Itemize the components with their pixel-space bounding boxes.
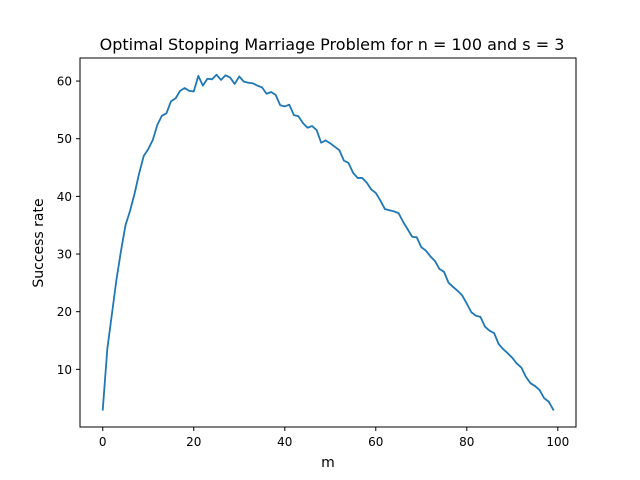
x-tick-label: 20: [186, 435, 201, 449]
y-axis-label: Success rate: [31, 198, 47, 287]
y-tick-label: 40: [57, 190, 72, 204]
y-tick-label: 30: [57, 248, 72, 262]
x-axis-label: m: [321, 455, 335, 471]
x-axis: 0 20 40 60 80 100: [99, 427, 569, 449]
y-axis: 10 20 30 40 50 60: [57, 75, 80, 377]
x-tick-label: 0: [99, 435, 107, 449]
y-tick-label: 20: [57, 305, 72, 319]
series-line-0: [101, 73, 555, 411]
x-tick-label: 60: [368, 435, 383, 449]
x-tick-label: 80: [459, 435, 474, 449]
y-tick-label: 50: [57, 132, 72, 146]
y-tick-label: 10: [57, 363, 72, 377]
x-tick-label: 100: [546, 435, 569, 449]
y-tick-label: 60: [57, 75, 72, 89]
plot-frame: [79, 57, 577, 428]
x-tick-label: 40: [277, 435, 292, 449]
plot-area: [101, 73, 555, 411]
chart-title: Optimal Stopping Marriage Problem for n …: [100, 35, 565, 54]
